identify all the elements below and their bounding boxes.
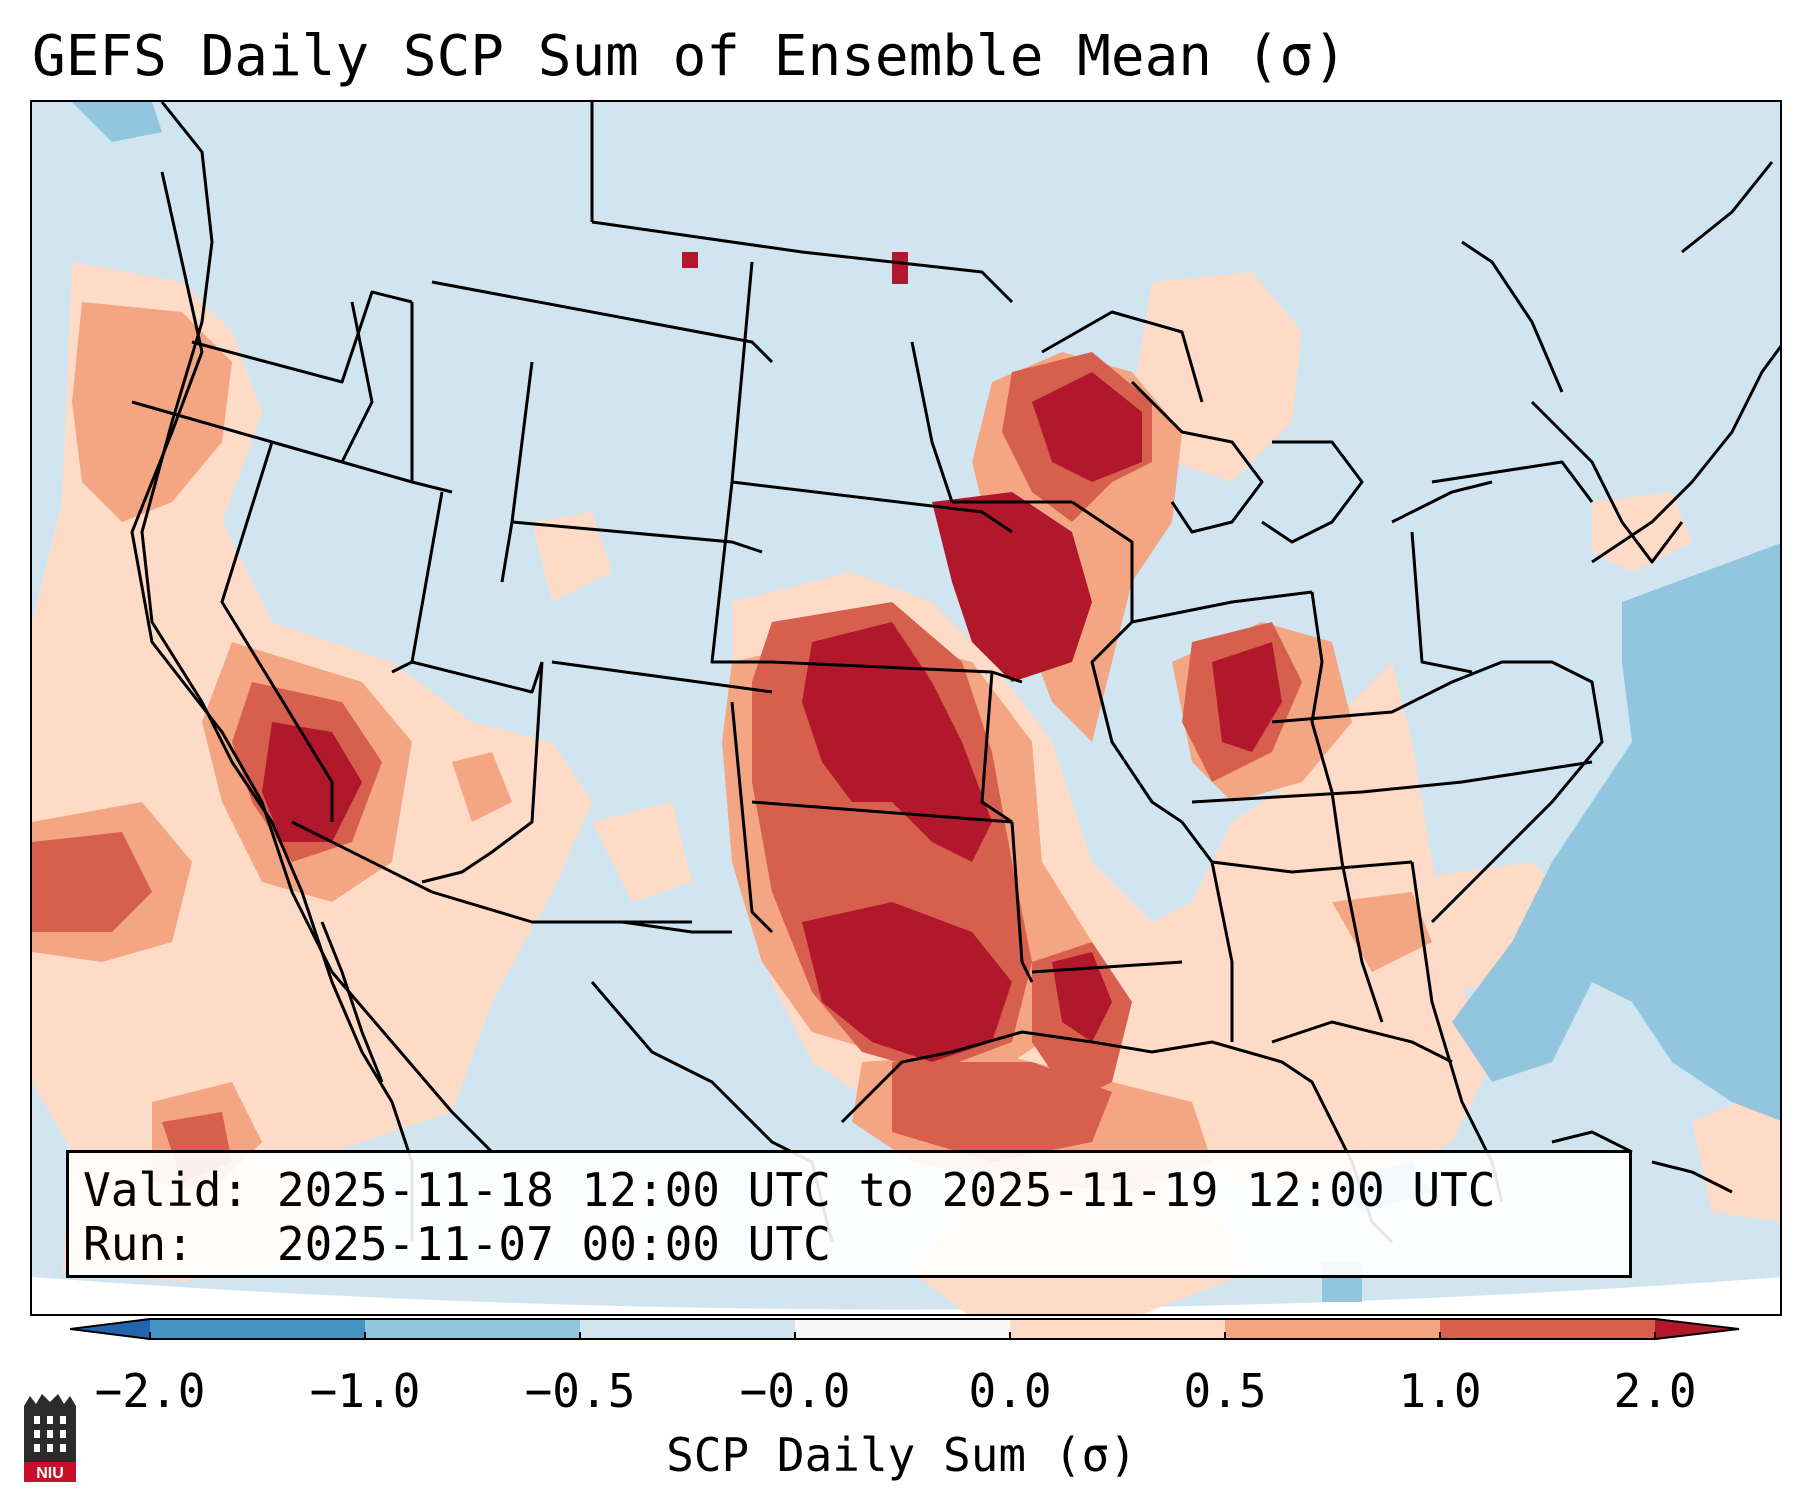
colorbar-tick-label: 0.5: [1183, 1364, 1267, 1418]
colorbar-bin-neg1-neg05: [365, 1318, 580, 1340]
colorbar-tick-label: 0.0: [968, 1364, 1052, 1418]
shading-gt-2.0: [262, 252, 1282, 1062]
colorbar-tick-label: 1.0: [1398, 1364, 1482, 1418]
niu-logo-icon: NIU: [24, 1394, 76, 1482]
coastlines: [140, 102, 1780, 1244]
colorbar-tick-label: −0.0: [739, 1364, 851, 1418]
colorbar-bin-05-1: [1225, 1318, 1440, 1340]
colorbar-bin-1-2: [1440, 1318, 1655, 1340]
colorbar-bin-neg05-neg0: [580, 1318, 795, 1340]
run-value: 2025-11-07 00:00 UTC: [276, 1217, 831, 1271]
niu-logo-text: NIU: [36, 1465, 64, 1482]
colorbar-label: SCP Daily Sum (σ): [666, 1428, 1137, 1482]
map-canvas: [32, 102, 1780, 1314]
colorbar-tick-label: −1.0: [309, 1364, 421, 1418]
domain-edge: [32, 1277, 1780, 1314]
map-panel: [30, 100, 1782, 1316]
chart-title: GEFS Daily SCP Sum of Ensemble Mean (σ): [32, 24, 1347, 89]
valid-value: 2025-11-18 12:00 UTC to 2025-11-19 12:00…: [276, 1163, 1496, 1217]
validity-info-box: Valid: 2025-11-18 12:00 UTC to 2025-11-1…: [66, 1150, 1632, 1278]
colorbar-extend-high: [1655, 1318, 1740, 1340]
colorbar-bin-neg0-0: [795, 1318, 1010, 1340]
colorbar-ticks: [149, 1332, 1656, 1340]
colorbar-tick-label: 2.0: [1613, 1364, 1697, 1418]
valid-label: Valid:: [83, 1163, 250, 1217]
colorbar-tick-label: −0.5: [524, 1364, 636, 1418]
colorbar: [70, 1318, 1740, 1340]
colorbar-bin-neg2-neg1: [150, 1318, 365, 1340]
colorbar-tick-label: −2.0: [94, 1364, 206, 1418]
colorbar-bin-0-05: [1010, 1318, 1225, 1340]
run-label: Run:: [83, 1217, 194, 1271]
colorbar-extend-low: [70, 1318, 150, 1340]
